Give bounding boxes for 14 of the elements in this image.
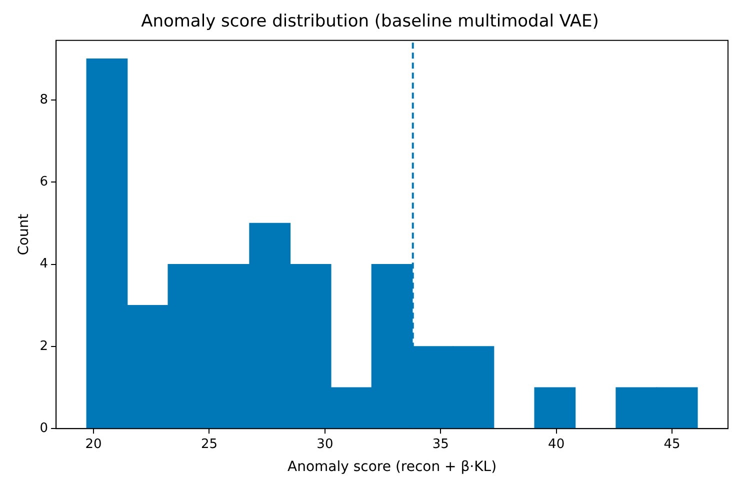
y-tick-label: 4 — [40, 256, 48, 272]
x-tick-label: 30 — [316, 436, 334, 452]
x-tick-label: 35 — [432, 436, 449, 452]
y-tick-label: 8 — [40, 92, 48, 108]
x-tick-label: 45 — [664, 436, 680, 452]
y-tick-label: 6 — [40, 174, 48, 190]
x-tick-label: 40 — [548, 436, 565, 452]
y-tick-label: 2 — [40, 338, 48, 354]
y-tick-label: 0 — [40, 420, 48, 436]
y-axis-title: Count — [16, 213, 32, 256]
x-axis-title: Anomaly score (recon + β·KL) — [288, 459, 497, 476]
x-tick-label: 20 — [85, 436, 102, 452]
chart-title: Anomaly score distribution (baseline multimodal VAE) — [141, 12, 599, 32]
x-tick-label: 25 — [200, 436, 218, 452]
